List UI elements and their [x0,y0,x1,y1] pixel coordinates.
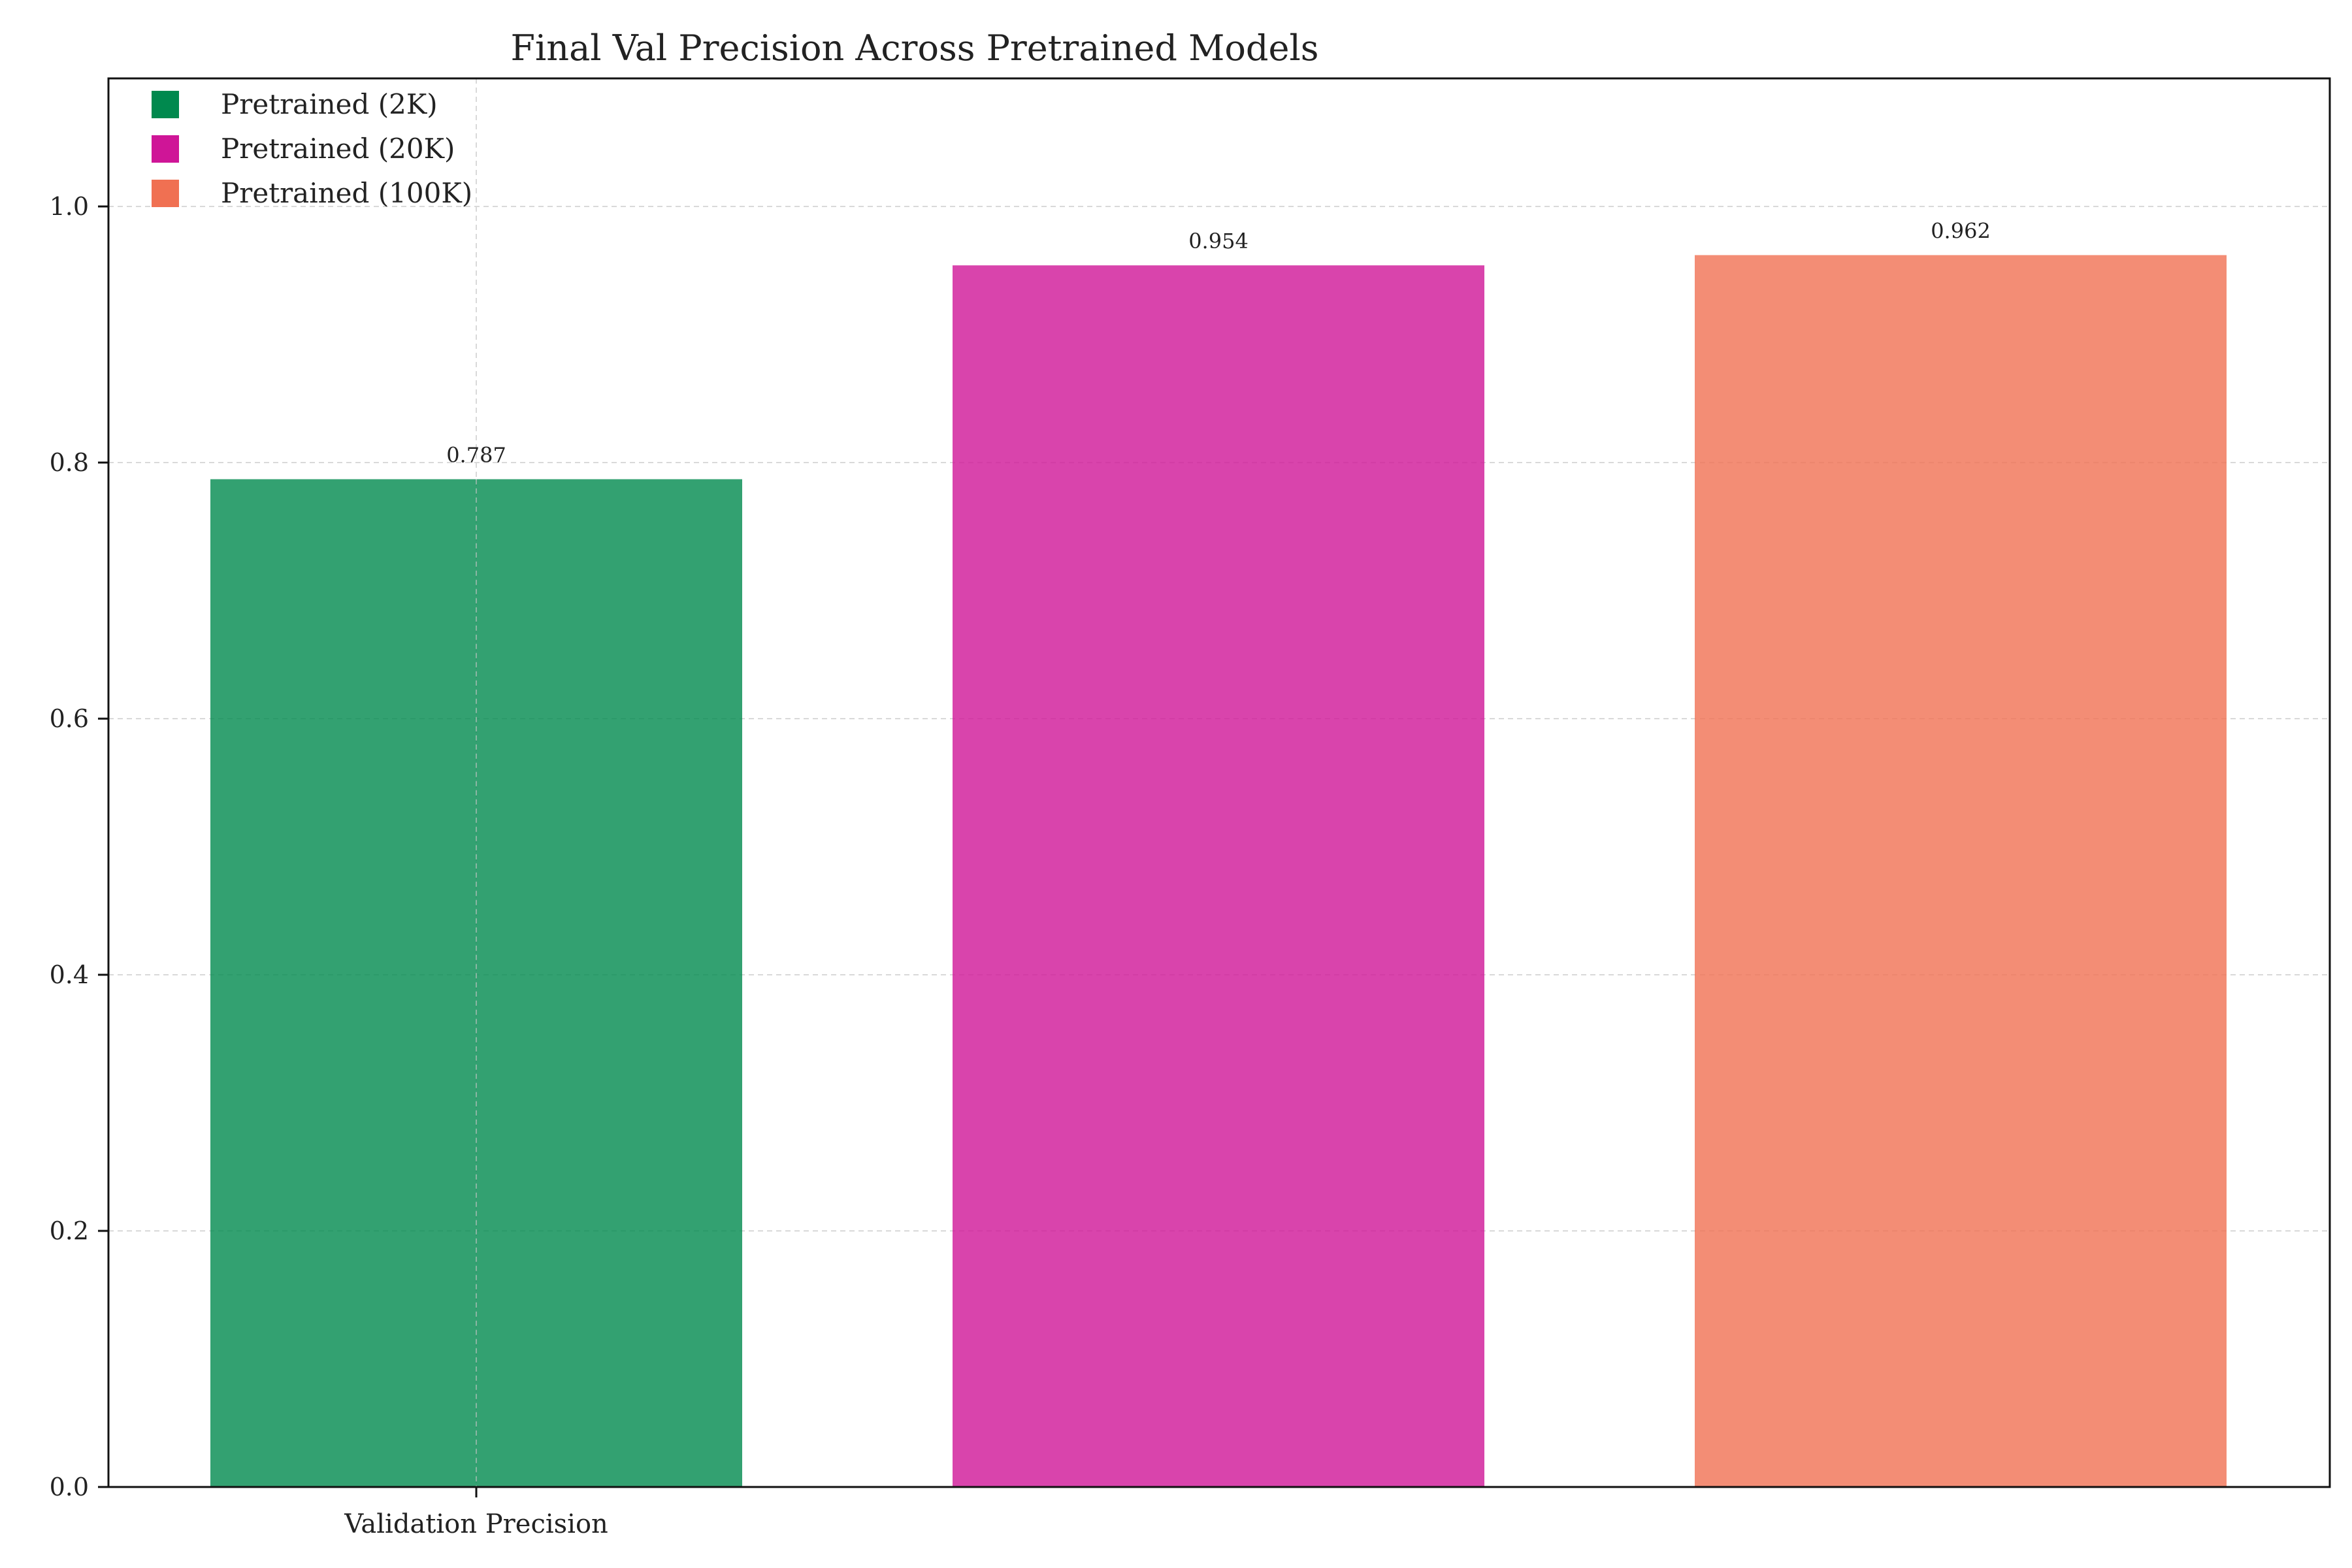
bar-value-labels: 0.787 0.954 0.962 [446,218,1991,467]
y-tick-label: 0.2 [50,1217,89,1245]
axes: 0.0 0.2 0.4 0.6 0.8 1.0 Validation Precision [50,77,2331,1539]
y-tick-label: 0.6 [50,704,89,733]
y-tick-label: 0.4 [50,960,89,989]
bar-value-label: 0.954 [1188,229,1249,253]
legend-swatch [152,91,179,118]
y-tick-label: 1.0 [50,192,89,221]
bars [210,255,2227,1488]
bar-value-label: 0.962 [1931,218,1991,243]
plot-frame [107,77,2331,1488]
bar-3 [1695,255,2227,1488]
legend-swatch [152,180,179,207]
legend-swatch [152,135,179,163]
bar-2 [953,265,1484,1487]
bar-value-label: 0.787 [446,442,506,467]
legend-label: Pretrained (2K) [221,88,438,120]
legend-label: Pretrained (100K) [221,177,472,209]
legend: Pretrained (2K) Pretrained (20K) Pretraine… [152,88,472,209]
y-tick-label: 0.0 [50,1473,89,1501]
x-tick-label: Validation Precision [344,1509,608,1539]
y-tick-label: 0.8 [50,448,89,477]
legend-label: Pretrained (20K) [221,133,455,165]
chart-title: Final Val Precision Across Pretrained Mo… [511,27,1319,69]
